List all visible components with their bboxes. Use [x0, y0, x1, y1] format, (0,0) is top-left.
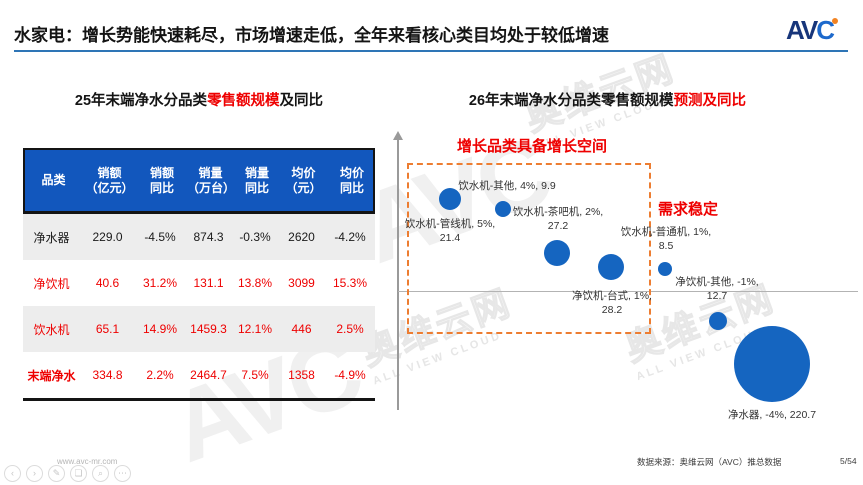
data-source: 数据来源：奥维云网（AVC）推总数据 — [637, 457, 782, 467]
category-cell: 净饮机 — [33, 276, 70, 291]
growth-annotation: 增长品类具备增长空间 — [456, 138, 607, 155]
title-divider — [14, 50, 848, 52]
copy-icon[interactable]: ❏ — [70, 465, 87, 482]
table-row: 末端净水 334.8 2.2% 2464.7 7.5% 1358 -4.9% — [23, 352, 375, 398]
value-cell: 3099 — [288, 276, 315, 290]
website-url: www.avc-mr.com — [57, 457, 118, 466]
category-table: 品类 销额 （亿元） 销额 同比 销量 （万台） 销量 同比 均价 （元） 均价 同比 净水器 229.0… — [23, 148, 375, 401]
y-axis — [397, 139, 399, 410]
logo-dot-icon — [831, 18, 838, 24]
bubble-label: 净饮机-台式, 1%, 28.2 — [572, 290, 652, 316]
value-cell: 446 — [291, 322, 312, 336]
value-cell: 1459.3 — [190, 322, 227, 336]
bubble-label: 饮水机-普通机, 1%, 8.5 — [620, 226, 712, 252]
value-cell: -0.3% — [239, 230, 271, 244]
table-row: 净饮机 40.6 31.2% 131.1 13.8% 3099 15.3% — [23, 260, 375, 306]
more-icon[interactable]: ⋯ — [114, 465, 131, 482]
value-cell: 229.0 — [92, 230, 123, 244]
page-number: 5/54 — [840, 456, 857, 466]
prev-page-icon[interactable]: ‹ — [4, 465, 21, 482]
value-cell: 2464.7 — [190, 368, 227, 382]
logo-av-text: AV — [786, 15, 818, 45]
header-cell: 销额 （亿元） — [85, 165, 134, 195]
y-axis-arrow-icon — [393, 131, 403, 140]
value-cell: 15.3% — [332, 276, 368, 290]
chart-bubble — [598, 254, 624, 280]
value-cell: 2.2% — [146, 368, 174, 382]
value-cell: 65.1 — [95, 322, 120, 336]
bubble-label: 净水器, -4%, 220.7 — [727, 409, 817, 421]
bubble-label: 饮水机-茶吧机, 2%, 27.2 — [512, 206, 604, 232]
value-cell: 31.2% — [142, 276, 178, 290]
header-cell: 销量 同比 — [244, 165, 269, 195]
growth-region-box — [407, 163, 651, 334]
next-page-icon[interactable]: › — [26, 465, 43, 482]
value-cell: -4.5% — [144, 230, 176, 244]
category-cell: 净水器 — [33, 230, 70, 245]
value-cell: 874.3 — [193, 230, 224, 244]
value-cell: 131.1 — [193, 276, 224, 290]
chart-bubble — [709, 312, 727, 330]
bubble-label: 净饮机-其他, -1%, 12.7 — [675, 276, 759, 302]
value-cell: -4.2% — [334, 230, 366, 244]
value-cell: 13.8% — [237, 276, 273, 290]
page-title: 水家电：增长势能快速耗尽，市场增速走低，全年来看核心类目均处于较低增速 — [14, 26, 609, 45]
stable-annotation: 需求稳定 — [658, 201, 719, 218]
left-section-title: 25年末端净水分品类零售额规模及同比 — [74, 93, 324, 109]
edit-icon[interactable]: ✎ — [48, 465, 65, 482]
bubble-label: 饮水机-管线机, 5%, 21.4 — [404, 218, 496, 244]
header-cell: 均价 同比 — [339, 165, 364, 195]
header-cell: 均价 （元） — [285, 165, 322, 195]
category-cell: 饮水机 — [33, 322, 70, 337]
zoom-icon[interactable]: ⌕ — [92, 465, 109, 482]
x-axis — [398, 291, 858, 292]
value-cell: 14.9% — [142, 322, 178, 336]
value-cell: -4.9% — [334, 368, 366, 382]
avc-logo: AVC — [786, 15, 838, 45]
value-cell: 2620 — [288, 230, 315, 244]
header-cell: 品类 — [41, 173, 66, 187]
chart-bubble — [658, 262, 672, 276]
value-cell: 1358 — [288, 368, 315, 382]
right-section-title: 26年末端净水分品类零售额规模预测及同比 — [468, 93, 747, 109]
value-cell: 334.8 — [92, 368, 123, 382]
chart-bubble — [544, 240, 570, 266]
value-cell: 2.5% — [336, 322, 364, 336]
viewer-toolbar: ‹ › ✎ ❏ ⌕ ⋯ — [4, 465, 131, 482]
chart-bubble — [734, 326, 810, 402]
header-cell: 销量 （万台） — [187, 165, 236, 195]
chart-bubble — [439, 188, 461, 210]
value-cell: 7.5% — [241, 368, 269, 382]
header-cell: 销额 同比 — [149, 165, 174, 195]
value-cell: 12.1% — [237, 322, 273, 336]
value-cell: 40.6 — [95, 276, 120, 290]
bubble-label: 饮水机-其他, 4%, 9.9 — [458, 180, 556, 192]
table-header-row: 品类 销额 （亿元） 销额 同比 销量 （万台） 销量 同比 均价 （元） 均价 同比 — [23, 148, 375, 214]
table-row: 净水器 229.0 -4.5% 874.3 -0.3% 2620 -4.2% — [23, 214, 375, 260]
category-table-body: 净水器 229.0 -4.5% 874.3 -0.3% 2620 -4.2% 净饮机 40.6 3… — [23, 214, 375, 401]
logo-c-text: C — [816, 15, 835, 45]
table-row: 饮水机 65.1 14.9% 1459.3 12.1% 446 2.5% — [23, 306, 375, 352]
category-cell: 末端净水 — [27, 368, 76, 383]
chart-bubble — [495, 201, 511, 217]
